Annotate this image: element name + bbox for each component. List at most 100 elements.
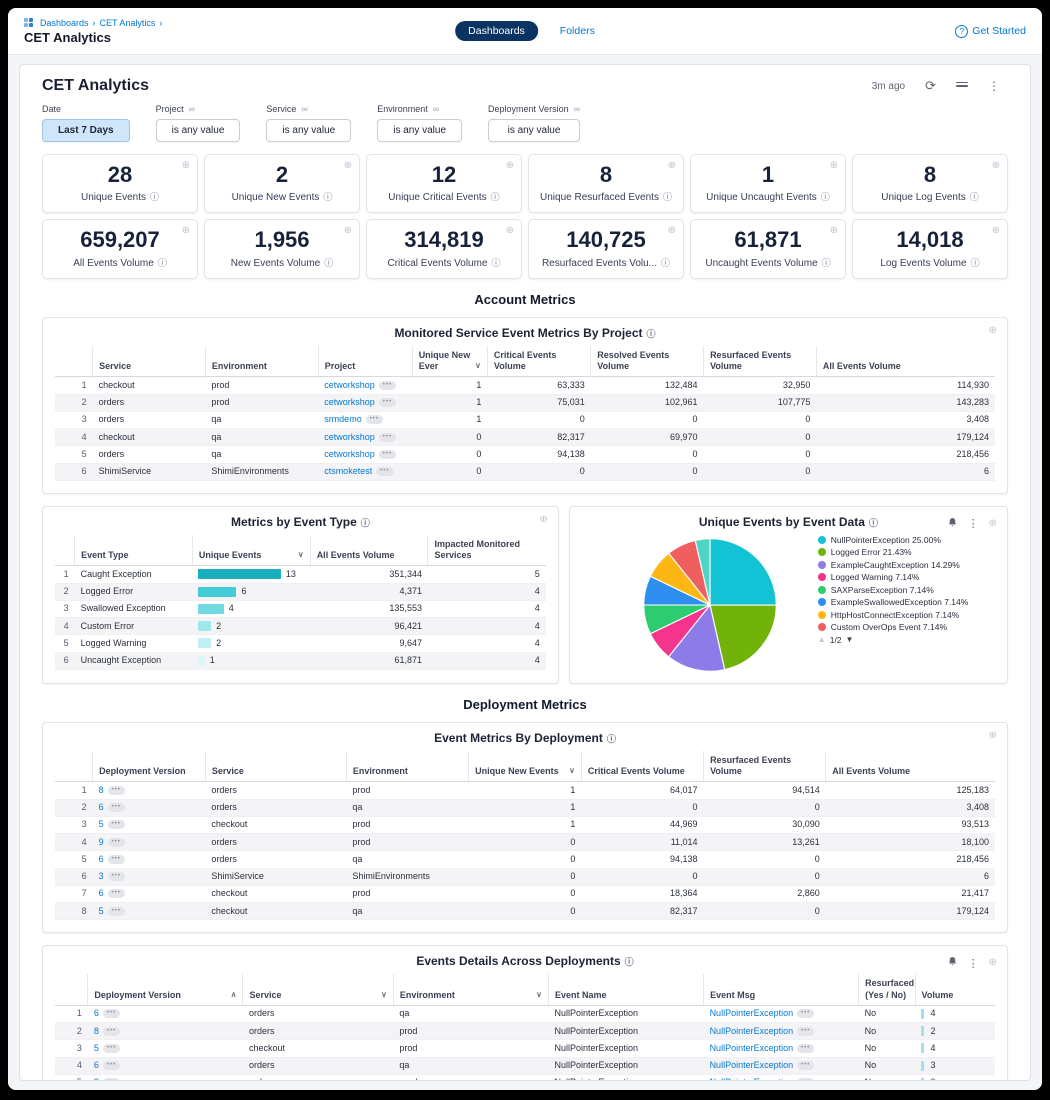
cell-link[interactable]: NullPointerException: [710, 1060, 794, 1070]
column-header-resurfaced-yes-no-[interactable]: Resurfaced (Yes / No): [859, 974, 915, 1005]
column-header-all-events-volume[interactable]: All Events Volume: [816, 346, 995, 377]
more-badge[interactable]: •••: [379, 398, 396, 407]
kpi-tile[interactable]: ⊕8Unique Resurfaced Eventsⓘ: [528, 154, 684, 213]
info-icon[interactable]: ⓘ: [324, 258, 333, 268]
bell-icon[interactable]: [947, 954, 958, 972]
more-badge[interactable]: •••: [108, 889, 125, 898]
tab-dashboards[interactable]: Dashboards: [455, 21, 538, 41]
more-badge[interactable]: •••: [797, 1027, 814, 1036]
more-badge[interactable]: •••: [379, 450, 396, 459]
cell-link[interactable]: cetworkshop: [324, 397, 375, 407]
legend-item[interactable]: Custom OverOps Event 7.14%: [818, 622, 995, 632]
cell-link[interactable]: 8: [99, 785, 104, 795]
cell-link[interactable]: 5: [99, 819, 104, 829]
cell-link[interactable]: NullPointerException: [710, 1077, 794, 1081]
info-icon[interactable]: ⓘ: [869, 518, 878, 528]
more-badge[interactable]: •••: [108, 803, 125, 812]
legend-item[interactable]: Logged Error 21.43%: [818, 547, 995, 557]
cell-link[interactable]: 5: [99, 906, 104, 916]
info-icon[interactable]: ⓘ: [150, 192, 159, 202]
legend-item[interactable]: NullPointerException 25.00%: [818, 535, 995, 545]
more-badge[interactable]: •••: [379, 433, 396, 442]
kpi-tile[interactable]: ⊕1,956New Events Volumeⓘ: [204, 219, 360, 278]
more-badge[interactable]: •••: [797, 1078, 814, 1081]
more-badge[interactable]: •••: [108, 786, 125, 795]
column-header-unique-events[interactable]: Unique Events∨: [192, 535, 310, 566]
globe-icon[interactable]: ⊕: [539, 515, 547, 525]
globe-icon[interactable]: ⊕: [506, 161, 514, 171]
cell-link[interactable]: 3: [99, 871, 104, 881]
column-header-service[interactable]: Service: [205, 751, 346, 782]
column-header-event-msg[interactable]: Event Msg: [704, 974, 859, 1005]
globe-icon[interactable]: ⊕: [989, 326, 997, 336]
more-badge[interactable]: •••: [797, 1044, 814, 1053]
kpi-tile[interactable]: ⊕2Unique New Eventsⓘ: [204, 154, 360, 213]
cell-link[interactable]: ctsmoketest: [324, 466, 372, 476]
info-icon[interactable]: ⓘ: [970, 192, 979, 202]
info-icon[interactable]: ⓘ: [821, 192, 830, 202]
cell-link[interactable]: cetworkshop: [324, 380, 375, 390]
cell-link[interactable]: NullPointerException: [710, 1008, 794, 1018]
globe-icon[interactable]: ⊕: [344, 226, 352, 236]
cell-link[interactable]: 6: [94, 1008, 99, 1018]
cell-link[interactable]: cetworkshop: [324, 432, 375, 442]
more-badge[interactable]: •••: [108, 855, 125, 864]
kpi-tile[interactable]: ⊕8Unique Log Eventsⓘ: [852, 154, 1008, 213]
info-icon[interactable]: ⓘ: [661, 258, 670, 268]
cell-link[interactable]: NullPointerException: [710, 1026, 794, 1036]
kpi-tile[interactable]: ⊕14,018Log Events Volumeⓘ: [852, 219, 1008, 278]
column-header-all-events-volume[interactable]: All Events Volume: [826, 751, 995, 782]
more-badge[interactable]: •••: [103, 1009, 120, 1018]
bell-icon[interactable]: [947, 515, 958, 533]
info-icon[interactable]: ⓘ: [491, 192, 500, 202]
cell-link[interactable]: NullPointerException: [710, 1043, 794, 1053]
cell-link[interactable]: 9: [99, 837, 104, 847]
globe-icon[interactable]: ⊕: [989, 519, 997, 529]
globe-icon[interactable]: ⊕: [989, 958, 997, 968]
more-badge[interactable]: •••: [108, 820, 125, 829]
globe-icon[interactable]: ⊕: [830, 161, 838, 171]
info-icon[interactable]: ⓘ: [647, 329, 656, 339]
more-badge[interactable]: •••: [103, 1078, 120, 1081]
kpi-tile[interactable]: ⊕140,725Resurfaced Events Volu...ⓘ: [528, 219, 684, 278]
sort-desc-icon[interactable]: ∨: [569, 766, 575, 776]
info-icon[interactable]: ⓘ: [361, 518, 370, 528]
column-header-event-name[interactable]: Event Name: [548, 974, 703, 1005]
info-icon[interactable]: ⓘ: [822, 258, 831, 268]
column-header-project[interactable]: Project: [318, 346, 412, 377]
column-header-volume[interactable]: Volume: [915, 974, 995, 1005]
more-badge[interactable]: •••: [103, 1061, 120, 1070]
globe-icon[interactable]: ⊕: [182, 161, 190, 171]
cell-link[interactable]: 6: [99, 888, 104, 898]
legend-item[interactable]: SAXParseException 7.14%: [818, 585, 995, 595]
kpi-tile[interactable]: ⊕659,207All Events Volumeⓘ: [42, 219, 198, 278]
globe-icon[interactable]: ⊕: [668, 161, 676, 171]
more-badge[interactable]: •••: [797, 1009, 814, 1018]
globe-icon[interactable]: ⊕: [182, 226, 190, 236]
refresh-icon[interactable]: ⟳: [925, 78, 936, 94]
kpi-tile[interactable]: ⊕1Unique Uncaught Eventsⓘ: [690, 154, 846, 213]
column-header-deployment-version[interactable]: Deployment Version: [93, 751, 206, 782]
filter-value-button[interactable]: is any value: [156, 119, 241, 142]
column-header-unique-new-events[interactable]: Unique New Events∨: [469, 751, 582, 782]
pie-slice-nullpointerexception[interactable]: [710, 539, 776, 605]
info-icon[interactable]: ⓘ: [607, 734, 616, 744]
column-header-critical-events-volume[interactable]: Critical Events Volume: [487, 346, 590, 377]
globe-icon[interactable]: ⊕: [668, 226, 676, 236]
cell-link[interactable]: 6: [99, 854, 104, 864]
more-badge[interactable]: •••: [366, 415, 383, 424]
sort-desc-icon[interactable]: ∨: [381, 990, 387, 1000]
more-badge[interactable]: •••: [108, 872, 125, 881]
info-icon[interactable]: ⓘ: [663, 192, 672, 202]
cell-link[interactable]: 8: [94, 1077, 99, 1081]
column-header-service[interactable]: Service: [93, 346, 206, 377]
sort-desc-icon[interactable]: ∨: [536, 990, 542, 1000]
legend-page-down-icon[interactable]: ▼: [846, 635, 854, 644]
column-header-resurfaced-events-volume[interactable]: Resurfaced Events Volume: [704, 751, 826, 782]
kpi-tile[interactable]: ⊕12Unique Critical Eventsⓘ: [366, 154, 522, 213]
legend-page-up-icon[interactable]: ▲: [818, 635, 826, 644]
tab-folders[interactable]: Folders: [560, 25, 595, 37]
globe-icon[interactable]: ⊕: [344, 161, 352, 171]
filter-value-button[interactable]: Last 7 Days: [42, 119, 130, 142]
kebab-icon[interactable]: ⋮: [968, 957, 979, 970]
